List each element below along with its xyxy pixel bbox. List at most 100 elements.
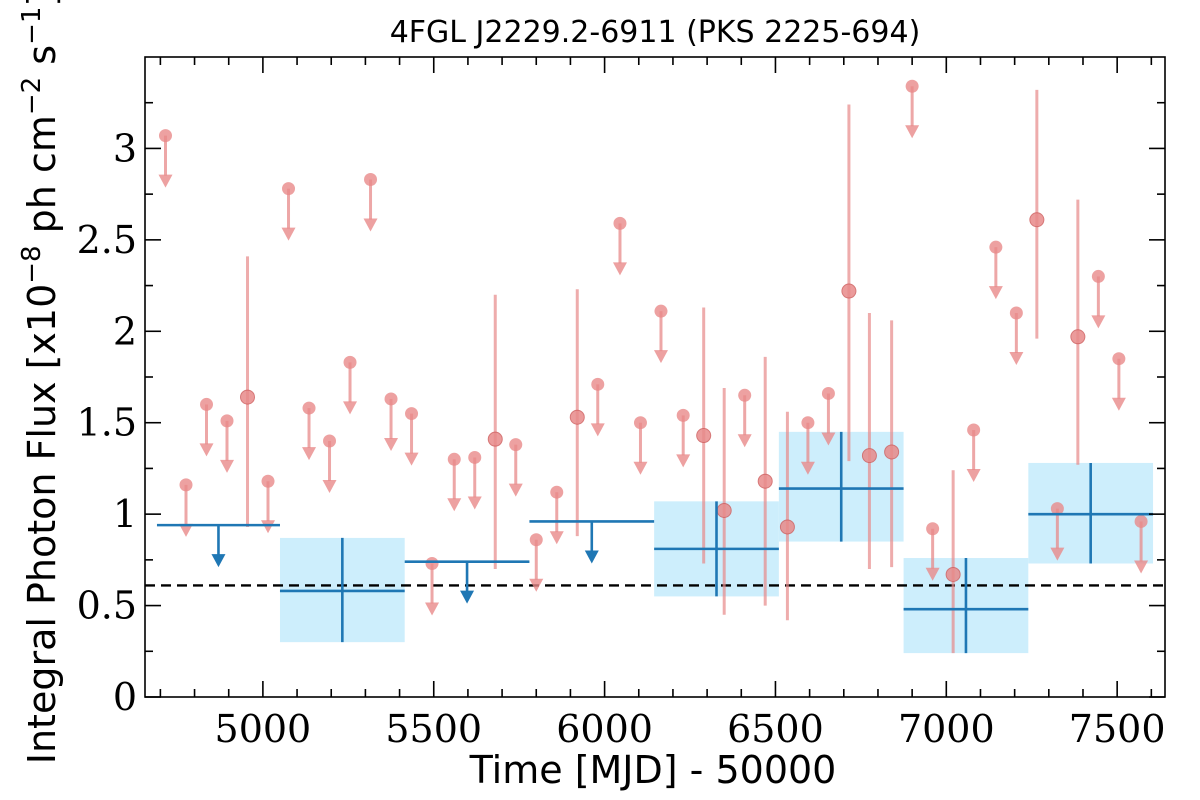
plot-area [145,79,1165,654]
y-axis-label-mid: ph cm [20,115,64,245]
short-bin-ul-arrow-5 [261,520,276,534]
short-bin-ul-arrow-21 [590,423,605,437]
y-tick-label-5: 2.5 [77,218,137,262]
short-bin-ul-arrow-19 [549,531,564,545]
short-bin-ul-arrow-36 [905,125,920,139]
short-bin-point-4 [240,389,256,405]
short-bin-point-42 [1029,212,1045,228]
short-bin-ul-arrow-37 [925,567,940,581]
short-bin-point-23 [633,416,647,430]
short-bin-point-14 [447,452,461,466]
short-bin-point-40 [989,240,1003,254]
short-bin-ul-arrow-22 [612,262,627,276]
short-bin-point-38 [945,566,961,582]
short-bin-ul-arrow-0 [158,174,173,188]
x-tick-label-4: 7000 [898,707,995,751]
short-bin-point-41 [1009,306,1023,320]
short-bin-point-3 [220,414,234,428]
short-bin-ul-arrow-41 [1009,352,1024,365]
short-bin-point-8 [323,434,337,448]
short-bin-point-26 [696,428,712,444]
short-bin-point-37 [926,522,940,536]
short-bin-point-0 [159,129,173,143]
short-bin-ul-arrow-10 [363,218,378,232]
short-bin-point-27 [716,502,732,518]
y-axis-label: Integral Photon Flux [x10−8 ph cm−2 s−1] [17,0,64,764]
short-bin-ul-arrow-17 [508,483,523,497]
short-bin-point-18 [529,533,543,547]
short-bin-ul-arrow-3 [220,459,235,473]
short-bin-point-9 [343,355,357,369]
short-bin-point-6 [282,182,296,196]
y-axis-label-end: ] [20,0,64,7]
short-bin-ul-arrow-43 [1050,547,1065,561]
x-tick-label-2: 6000 [556,707,653,751]
axis-ticks: 5000 5500 6000 6500 7000 7500 0 0.5 1 1.5 2 2.5 3 [77,57,1166,751]
long-bin-ul-arrow-0 [211,554,226,568]
y-axis-label-base: Integral Photon Flux [x10 [20,284,64,765]
short-bin-point-36 [905,79,919,93]
long-bin-ul-arrow-2 [460,590,475,604]
short-bin-ul-arrow-6 [281,227,296,241]
short-bin-point-43 [1050,502,1064,516]
short-bin-ul-arrow-14 [447,498,462,512]
short-bin-ul-arrow-12 [404,452,419,466]
short-bin-point-31 [801,416,815,430]
short-bin-point-34 [861,448,877,464]
long-bin-ul-arrow-3 [584,550,599,564]
short-bin-ul-arrow-2 [199,443,214,457]
y-axis-label-exp-2: −2 [17,77,47,115]
x-tick-label-3: 6500 [727,707,824,751]
short-bin-point-19 [550,485,564,499]
short-bin-ul-arrow-7 [302,447,317,461]
x-axis-label: Time [MJD] - 50000 [469,748,837,792]
short-bin-ul-arrow-25 [676,454,691,468]
short-bin-point-10 [364,173,378,187]
short-bin-point-20 [569,409,585,425]
x-tick-label-5: 7500 [1069,707,1166,751]
short-bin-point-5 [261,474,275,488]
short-bin-ul-arrow-46 [1111,397,1126,411]
short-bin-point-7 [302,401,316,415]
short-bin-point-46 [1112,352,1126,366]
short-bin-point-45 [1091,269,1105,283]
short-bin-point-32 [821,386,835,400]
y-axis-label-exp-1: −8 [17,245,47,283]
y-axis-label-mid-2: s [20,45,64,77]
short-bin-ul-arrow-24 [653,350,668,364]
short-bin-point-28 [738,388,752,402]
y-tick-label-0: 0 [113,675,137,719]
short-bin-point-2 [200,397,214,411]
short-bin-point-21 [591,377,605,391]
short-bin-ul-arrow-13 [425,602,440,616]
y-tick-label-2: 1 [113,492,137,536]
short-bin-point-39 [967,423,981,437]
y-tick-label-6: 3 [113,126,137,170]
short-bin-point-12 [405,407,419,421]
short-bin-ul-arrow-47 [1134,560,1149,574]
short-bin-ul-arrow-1 [179,523,194,537]
short-bin-point-29 [757,473,773,489]
short-bin-point-11 [384,392,398,406]
short-bin-ul-arrow-45 [1091,315,1106,329]
y-tick-label-4: 2 [113,309,137,353]
short-bin-point-17 [509,438,523,452]
short-bin-ul-arrow-15 [467,496,482,510]
y-axis-label-exp-3: −1 [17,7,47,45]
short-bin-ul-arrow-9 [343,401,358,415]
short-bin-point-44 [1070,329,1086,345]
short-bin-ul-arrow-23 [633,461,648,475]
short-bin-ul-arrow-28 [737,434,752,448]
short-bin-ul-arrow-11 [384,437,399,451]
short-bin-ul-arrow-31 [800,461,815,475]
short-bin-point-47 [1134,514,1148,528]
y-tick-label-1: 0.5 [77,584,137,628]
short-bin-ul-arrow-39 [966,469,981,483]
short-bin-point-30 [779,519,795,535]
short-bin-point-25 [676,408,690,422]
short-bin-point-15 [468,450,482,464]
short-bin-point-33 [841,283,857,299]
short-bin-point-24 [654,304,668,318]
x-tick-label-0: 5000 [215,707,312,751]
